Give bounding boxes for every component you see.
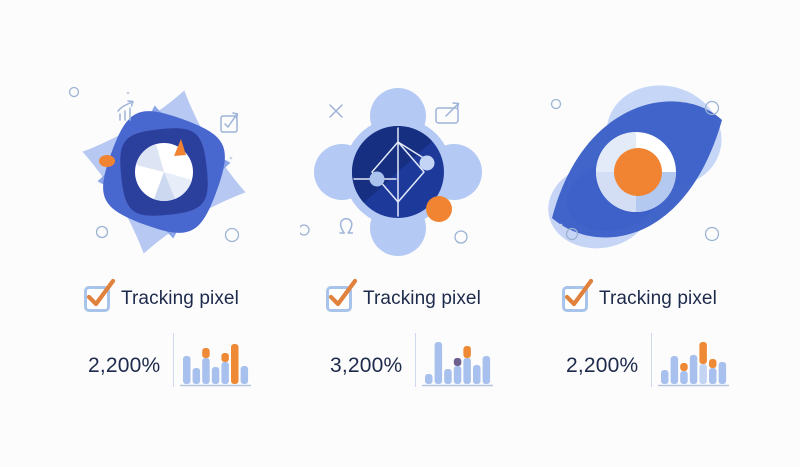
export-image-icon <box>435 102 460 124</box>
tracking-pixel-label: Tracking pixel <box>363 288 481 309</box>
tracking-pixel-checkbox[interactable] <box>562 278 594 312</box>
stat-row: 3,200% <box>300 333 504 387</box>
tiny-dot <box>680 99 684 103</box>
tracking-pixel-label: Tracking pixel <box>599 288 717 309</box>
person-icon <box>339 217 354 234</box>
checkmark-icon <box>86 278 116 307</box>
circle-outline <box>454 230 468 244</box>
orange-dot <box>99 155 115 167</box>
orange-core <box>614 148 662 196</box>
mini-bar-chart <box>651 333 733 387</box>
tiny-dot <box>126 91 130 95</box>
orbit-target-shapes <box>548 85 722 249</box>
circle-outline <box>565 227 579 241</box>
tiny-dot <box>229 156 233 160</box>
tracking-pixel-checkbox[interactable] <box>326 278 358 312</box>
star-blob-layers <box>82 90 246 254</box>
circle-outline <box>704 100 720 116</box>
mini-bar-chart <box>173 333 255 387</box>
circle-outline <box>95 225 109 239</box>
orange-dot <box>426 196 452 222</box>
circle-outline <box>68 86 80 98</box>
stat-value: 2,200% <box>566 354 639 377</box>
circle-outline <box>704 226 720 242</box>
stat-row: 2,200% <box>58 333 270 387</box>
node-diamond-orbit-illustration <box>300 78 504 260</box>
feature-card-1: Tracking pixel 2,200% <box>58 78 270 387</box>
feature-card-3: Tracking pixel 2,200% <box>536 78 748 387</box>
layered-star-pie-illustration <box>58 78 270 260</box>
tracking-pixel-option: Tracking pixel <box>536 278 748 314</box>
orange-pointer <box>174 139 186 156</box>
orbit-target-illustration <box>536 78 748 260</box>
growth-chart-icon <box>117 100 134 121</box>
tracking-pixel-option: Tracking pixel <box>58 278 270 314</box>
checkmark-icon <box>328 278 358 307</box>
tracking-pixel-option: Tracking pixel <box>300 278 504 314</box>
tracking-pixel-label: Tracking pixel <box>121 288 239 309</box>
node-diamond-wireframe <box>353 127 435 217</box>
checkmark-icon <box>564 278 594 307</box>
stat-value: 3,200% <box>330 354 403 377</box>
mini-bar-chart <box>415 333 497 387</box>
circle-outline <box>550 98 562 110</box>
feature-card-2: Tracking pixel 3,200% <box>300 78 504 387</box>
stat-value: 2,200% <box>88 354 161 377</box>
stat-row: 2,200% <box>536 333 748 387</box>
close-icon <box>329 104 343 118</box>
circle-outline <box>224 227 240 243</box>
edit-square-icon <box>220 112 239 133</box>
tracking-pixel-checkbox[interactable] <box>84 278 116 312</box>
clover-blob <box>314 88 482 256</box>
tiny-dot <box>559 223 563 227</box>
circle-outline <box>300 224 310 236</box>
